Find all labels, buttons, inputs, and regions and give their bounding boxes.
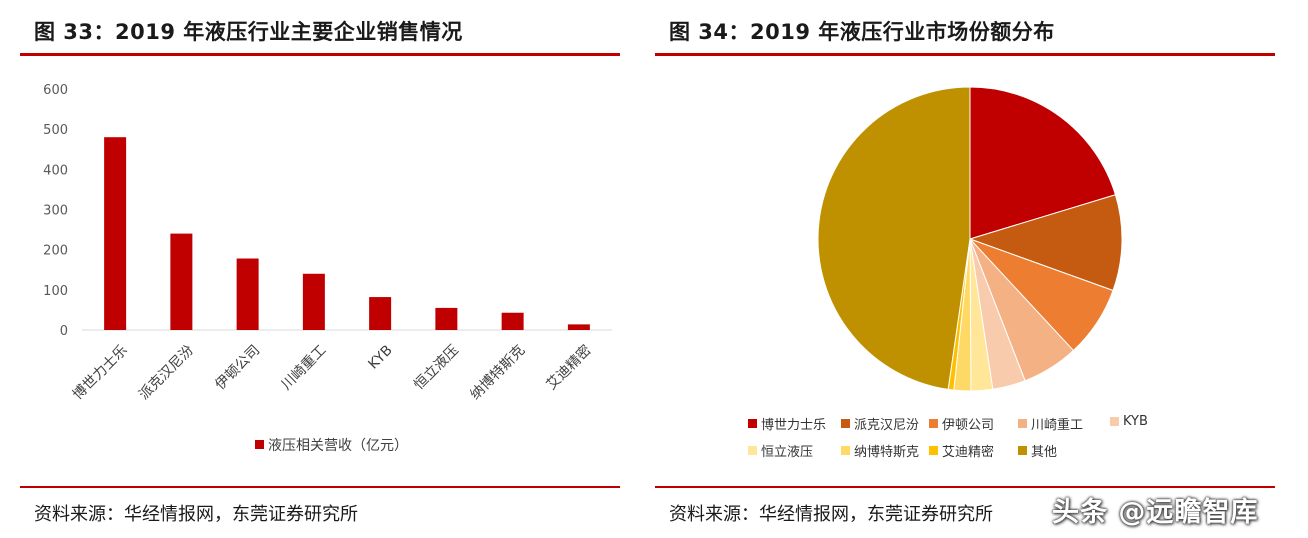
- x-tick-label: 派克汉尼汾: [136, 342, 197, 403]
- source-note: 资料来源：华经情报网，东莞证券研究所: [669, 504, 993, 525]
- y-tick-label: 400: [43, 163, 68, 178]
- legend-item: 派克汉尼汾: [841, 414, 919, 433]
- watermark: 头条 @远瞻智库: [1052, 497, 1259, 528]
- pie-slice: [968, 194, 1123, 292]
- y-tick-label: 200: [43, 244, 68, 259]
- bar-chart-title: 图 33：2019 年液压行业主要企业销售情况: [34, 20, 463, 44]
- legend-swatch: [255, 440, 264, 449]
- bar: [302, 273, 325, 330]
- legend-item: 伊顿公司: [929, 414, 994, 433]
- bar-chart-panel: 图 33：2019 年液压行业主要企业销售情况 0 100 200 300 400 500…: [20, 0, 620, 538]
- pie-chart-panel: 图 34：2019 年液压行业市场份额分布 博世力士乐 派克汉尼汾 伊顿公司 川崎重工…: [655, 0, 1275, 538]
- bar: [567, 324, 590, 330]
- pie-slice: [817, 86, 971, 390]
- bar: [170, 233, 193, 330]
- legend-item: 博世力士乐: [748, 414, 826, 433]
- y-tick-label: 0: [60, 324, 68, 339]
- legend-swatch: [748, 446, 757, 455]
- x-tick-label: 纳博特斯克: [467, 342, 529, 404]
- x-tick-label: 伊顿公司: [212, 342, 263, 393]
- bar: [435, 307, 458, 330]
- bar: [104, 137, 127, 330]
- legend-label: 博世力士乐: [761, 418, 827, 433]
- legend-label: KYB: [1123, 414, 1148, 429]
- x-tick-label: 恒立液压: [411, 342, 462, 393]
- legend-label: 其他: [1031, 445, 1058, 460]
- legend-item: 纳博特斯克: [841, 441, 919, 460]
- legend-label: 液压相关营收（亿元）: [268, 438, 408, 454]
- pie-chart-title: 图 34：2019 年液压行业市场份额分布: [669, 20, 1055, 44]
- legend-swatch: [841, 446, 850, 455]
- bar-chart: 0 100 200 300 400 500 600 博世力士乐 派克汉尼汾 伊顿公司 川崎重工 KYB…: [43, 83, 612, 454]
- legend-swatch: [748, 419, 757, 428]
- x-tick-label: 艾迪精密: [543, 342, 595, 394]
- pie-slice: [969, 86, 1117, 240]
- source-divider: [20, 486, 620, 488]
- legend-label: 纳博特斯克: [854, 445, 920, 460]
- legend-label: 恒立液压: [761, 445, 814, 460]
- title-divider: [20, 53, 620, 56]
- x-tick-label: 博世力士乐: [69, 342, 131, 404]
- legend-swatch: [929, 446, 938, 455]
- legend-label: 伊顿公司: [942, 418, 995, 433]
- x-tick-label: 川崎重工: [279, 342, 330, 393]
- legend-swatch: [929, 419, 938, 428]
- legend-swatch: [1018, 419, 1027, 428]
- legend-swatch: [841, 419, 850, 428]
- legend-label: 川崎重工: [1031, 418, 1084, 433]
- x-tick-label: KYB: [365, 342, 395, 372]
- legend-item: 艾迪精密: [929, 441, 994, 460]
- legend-item: 川崎重工: [1018, 414, 1083, 433]
- source-divider: [655, 486, 1275, 488]
- bar: [236, 258, 259, 330]
- legend-item: KYB: [1110, 414, 1148, 429]
- y-tick-label: 500: [43, 123, 68, 138]
- source-note: 资料来源：华经情报网，东莞证券研究所: [34, 504, 358, 525]
- legend-swatch: [1018, 446, 1027, 455]
- legend-item: 其他: [1018, 441, 1057, 460]
- bar: [501, 312, 524, 330]
- legend-swatch: [1110, 417, 1119, 426]
- y-tick-label: 300: [43, 204, 68, 219]
- bar: [369, 297, 392, 330]
- legend-item: 恒立液压: [748, 441, 813, 460]
- y-tick-label: 600: [43, 83, 68, 98]
- legend-label: 派克汉尼汾: [854, 418, 920, 433]
- y-tick-label: 100: [43, 284, 68, 299]
- legend-label: 艾迪精密: [942, 445, 995, 460]
- title-divider: [655, 53, 1275, 56]
- pie-chart: [817, 86, 1123, 392]
